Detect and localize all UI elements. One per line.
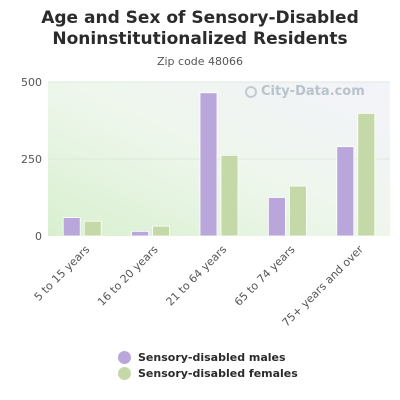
y-tick-label: 500	[21, 76, 42, 89]
legend: Sensory-disabled males Sensory-disabled …	[118, 349, 298, 381]
x-tick-label: 21 to 64 years	[163, 243, 229, 309]
chart-subtitle: Zip code 48066	[156, 55, 244, 68]
magnifier-icon	[245, 85, 257, 98]
bar-females	[288, 185, 307, 237]
y-tick-label: 250	[21, 153, 42, 166]
bar-females	[83, 220, 102, 237]
legend-item-males: Sensory-disabled males	[118, 349, 298, 365]
bar-females	[220, 154, 239, 237]
bar-females	[357, 113, 376, 237]
watermark-text: City-Data.com	[261, 84, 365, 99]
chart-title-line-2: Noninstitutionalized Residents	[52, 29, 348, 49]
legend-label-females: Sensory-disabled females	[138, 366, 298, 380]
bar-males	[267, 197, 286, 237]
x-tick-label: 5 to 15 years	[32, 243, 93, 304]
legend-item-females: Sensory-disabled females	[118, 365, 298, 381]
x-tick-label: 65 to 74 years	[232, 243, 298, 309]
chart-title-line-1: Age and Sex of Sensory-Disabled	[41, 8, 359, 28]
chart-title: Age and Sex of Sensory-Disabled Noninstit…	[0, 8, 400, 50]
y-tick-label: 0	[35, 230, 42, 243]
legend-label-males: Sensory-disabled males	[138, 350, 286, 364]
legend-swatch-males	[118, 350, 131, 364]
bar-females	[152, 225, 171, 237]
bar-males	[131, 230, 150, 237]
watermark: City-Data.com	[245, 84, 365, 99]
bar-males	[62, 217, 81, 237]
bar-males	[199, 92, 218, 237]
x-tick-label: 16 to 20 years	[95, 243, 161, 309]
bar-males	[336, 146, 355, 237]
legend-swatch-females	[118, 366, 131, 380]
